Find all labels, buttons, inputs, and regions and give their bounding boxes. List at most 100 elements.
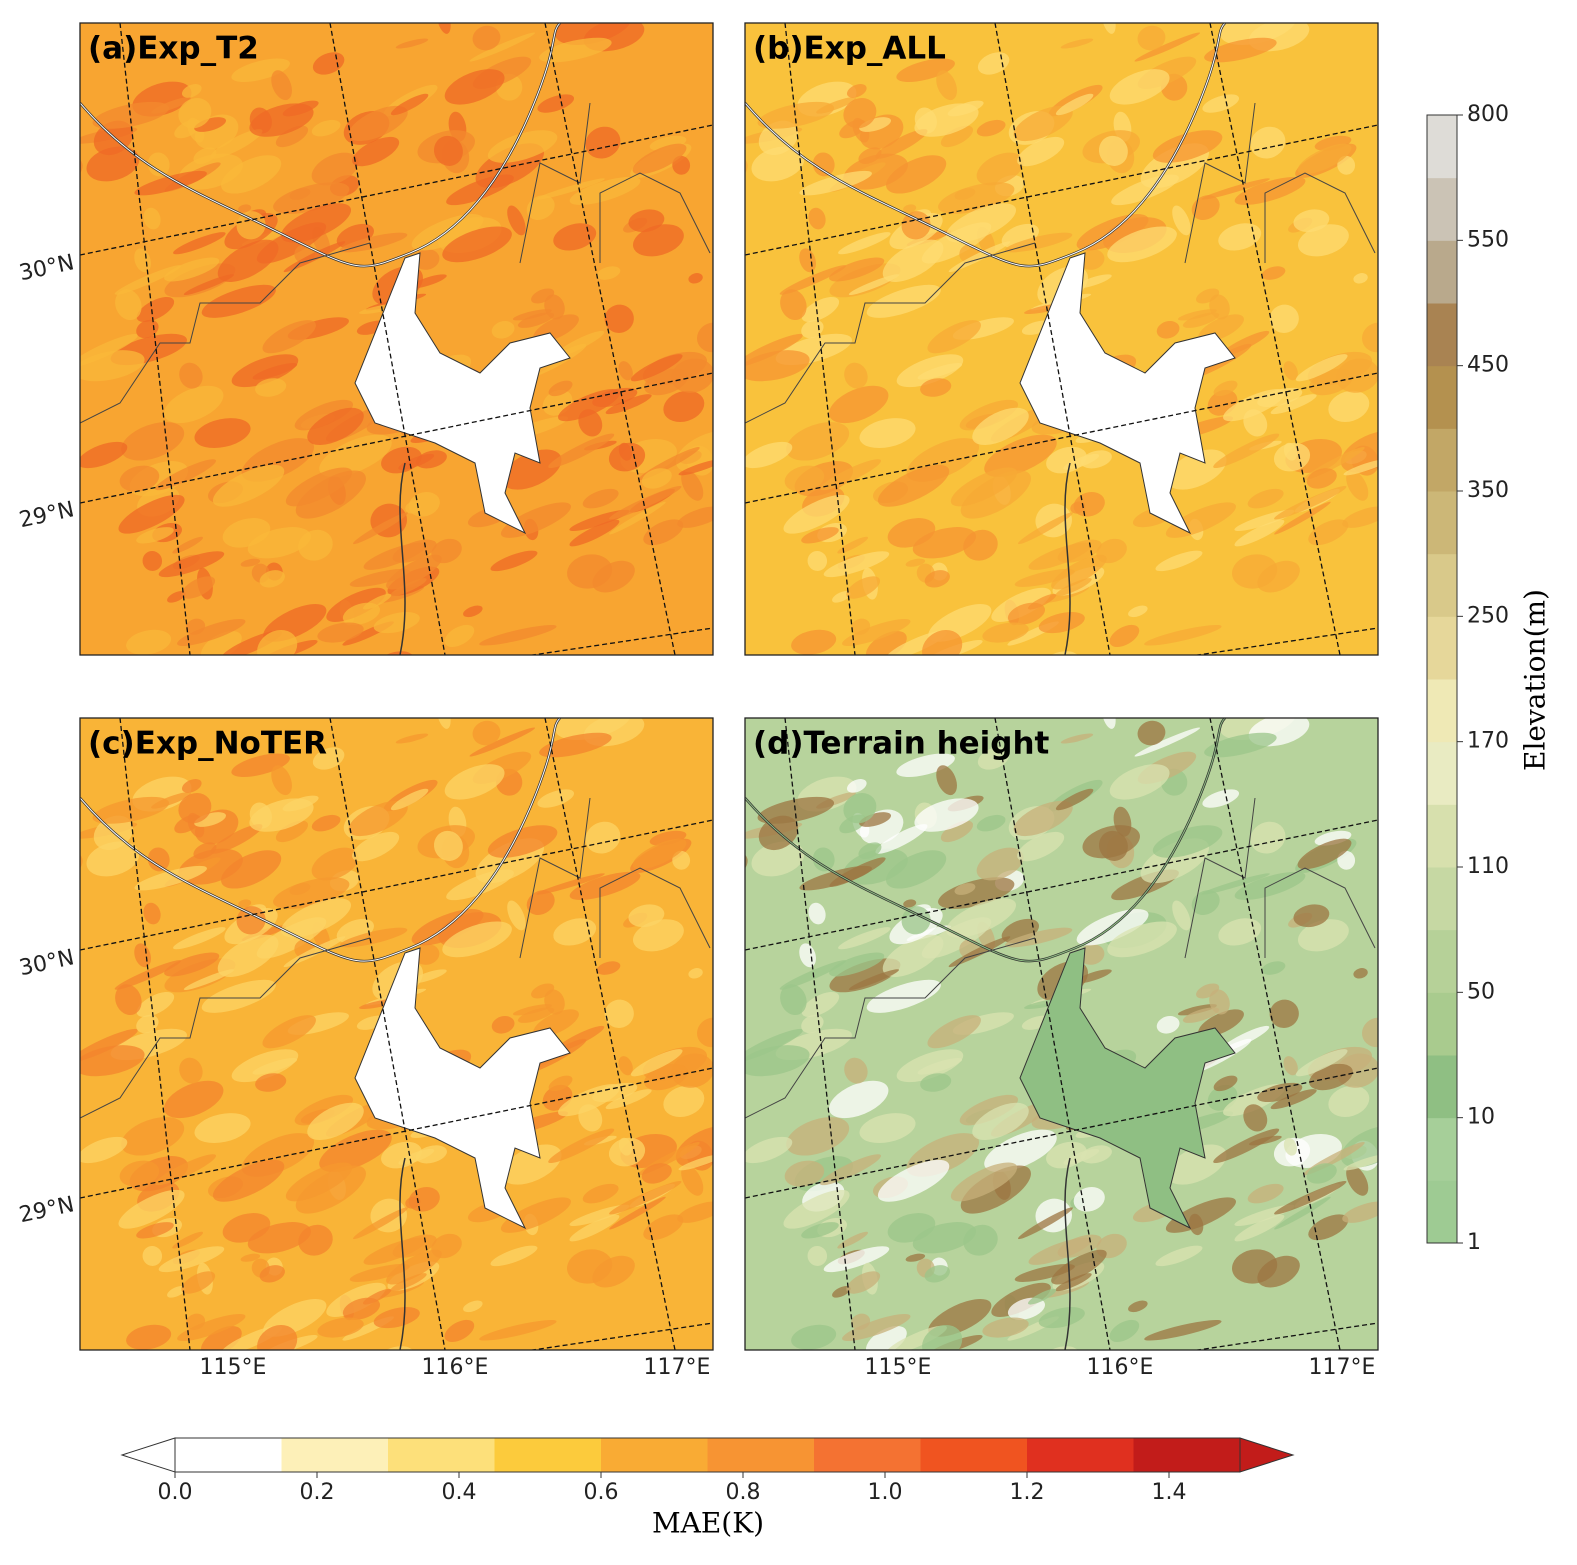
longitude-label: 115°E [865, 1355, 932, 1380]
map-patch [618, 442, 633, 461]
map-patch [115, 289, 142, 321]
map-patch [1202, 94, 1240, 113]
map-patch [618, 1137, 633, 1156]
map-patch [501, 449, 562, 490]
colorbar-tick-label: 0.8 [726, 1480, 761, 1505]
graticule [80, 124, 713, 256]
map-patch [436, 23, 451, 34]
map-patch [1155, 550, 1203, 572]
longitude-label: 117°E [1309, 1355, 1376, 1380]
map-patch [882, 934, 944, 977]
map-patch [1156, 321, 1180, 339]
map-patch [164, 952, 220, 977]
map-patch [194, 117, 227, 132]
map-patch [920, 378, 952, 397]
map-patch [491, 1016, 515, 1034]
graticule [119, 23, 191, 655]
map-patch [1213, 1128, 1280, 1164]
map-patch [1295, 354, 1348, 382]
map-patch [463, 605, 483, 618]
graticule [1209, 718, 1341, 1350]
map-patch [1014, 1264, 1075, 1282]
map-patch [681, 470, 704, 501]
map-patch [903, 204, 917, 213]
map-patch [1055, 93, 1094, 116]
map-patch [1204, 37, 1277, 63]
map-patch [991, 587, 1051, 622]
map-patch [1144, 624, 1222, 646]
map-patch [142, 1245, 163, 1266]
colorbar-swatch [1427, 1055, 1457, 1119]
map-patch [136, 527, 174, 544]
map-patch [271, 765, 292, 796]
map-patch [507, 205, 526, 236]
map-patch [1063, 1148, 1100, 1165]
map-patch [605, 1089, 652, 1110]
map-patch [275, 125, 309, 148]
map-patch [37, 192, 58, 205]
map-patch [1343, 459, 1378, 476]
map-patch [896, 1049, 964, 1083]
map-patch [537, 789, 575, 808]
map-patch [1158, 695, 1179, 719]
map-patch [609, 1196, 666, 1230]
map-patch [294, 399, 354, 431]
map-patch [972, 407, 1029, 446]
map-panel [745, 695, 1378, 1415]
map-patch [415, 450, 447, 469]
map-patch [442, 226, 512, 263]
map-patch [1098, 830, 1128, 861]
map-patch [1257, 387, 1303, 408]
map-patch [823, 551, 890, 578]
map-patch [859, 812, 892, 827]
map-patch [905, 558, 926, 567]
colorbar-swatch [1427, 240, 1457, 304]
map-patch [5, 112, 57, 138]
colorbar-tick-label: 1.0 [868, 1480, 903, 1505]
map-patch [820, 459, 882, 491]
map-patch [126, 629, 172, 655]
map-patch [1297, 224, 1349, 257]
map-patch [688, 968, 703, 979]
colorbars: 0.0 0.2 0.4 0.6 0.8 1.0 1.2 1.41105011017025035… [120, 102, 1509, 1505]
map-patch [924, 570, 950, 588]
map-patch [295, 1165, 366, 1214]
map-patch [487, 825, 558, 858]
map-patch [628, 209, 665, 233]
map-patch [181, 1271, 216, 1294]
map-patch [181, 576, 216, 599]
map-patch [1166, 1144, 1227, 1185]
map-patch [866, 1393, 905, 1415]
map-patch [386, 1249, 442, 1285]
map-patch [1270, 394, 1317, 415]
map-patch [1283, 1056, 1298, 1076]
map-patch [675, 1125, 713, 1168]
map-patch [136, 1222, 174, 1239]
map-patch [714, 1122, 733, 1155]
map-patch [1309, 1063, 1353, 1091]
map-patch [1196, 288, 1220, 304]
map-patch [1218, 918, 1262, 946]
map-patch [945, 203, 1017, 243]
map-patch [1055, 578, 1092, 597]
map-patch [808, 902, 826, 925]
map-patch [643, 1214, 684, 1241]
colorbar-swatch [1427, 741, 1457, 805]
map-patch [842, 618, 911, 647]
map-patch [259, 1265, 285, 1283]
map-patch [164, 263, 236, 298]
map-patch [134, 170, 207, 196]
map-patch [843, 98, 877, 129]
map-patch [226, 663, 285, 702]
map-patch [829, 958, 901, 993]
map-patch [1297, 919, 1349, 952]
map-patch [618, 1056, 633, 1076]
map-patch [490, 1245, 538, 1267]
map-patch [927, 320, 981, 354]
map-patch [1107, 921, 1177, 958]
map-patch [80, 441, 128, 469]
river-inner [80, 23, 561, 267]
lake [1019, 252, 1236, 535]
map-patch [553, 223, 597, 251]
map-patch [688, 273, 703, 284]
